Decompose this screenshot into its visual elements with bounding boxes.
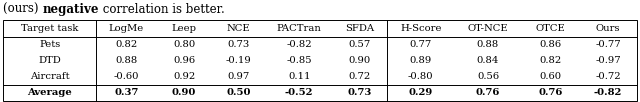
Text: LogMe: LogMe: [109, 24, 144, 33]
Text: -0.97: -0.97: [595, 56, 621, 65]
Text: 0.57: 0.57: [349, 40, 371, 49]
Text: (ours): (ours): [3, 3, 42, 16]
Text: 0.97: 0.97: [227, 72, 250, 81]
Text: 0.60: 0.60: [540, 72, 561, 81]
Text: 0.77: 0.77: [410, 40, 432, 49]
Text: Aircraft: Aircraft: [30, 72, 69, 81]
Text: 0.90: 0.90: [349, 56, 371, 65]
Text: -0.82: -0.82: [286, 40, 312, 49]
Text: -0.82: -0.82: [594, 88, 622, 97]
Text: 0.84: 0.84: [477, 56, 499, 65]
Text: 0.96: 0.96: [173, 56, 195, 65]
Text: 0.80: 0.80: [173, 40, 195, 49]
Text: 0.76: 0.76: [538, 88, 563, 97]
Text: 0.82: 0.82: [540, 56, 561, 65]
Text: OT-NCE: OT-NCE: [468, 24, 508, 33]
Bar: [3, 20, 637, 101]
Text: negative: negative: [42, 3, 99, 16]
Text: Average: Average: [28, 88, 72, 97]
Text: -0.52: -0.52: [285, 88, 314, 97]
Text: 0.92: 0.92: [173, 72, 195, 81]
Text: 0.89: 0.89: [410, 56, 432, 65]
Text: 0.50: 0.50: [226, 88, 251, 97]
Text: PACTran: PACTran: [276, 24, 322, 33]
Text: -0.72: -0.72: [595, 72, 621, 81]
Text: 0.73: 0.73: [348, 88, 372, 97]
Text: 0.90: 0.90: [172, 88, 196, 97]
Text: DTD: DTD: [38, 56, 61, 65]
Text: -0.80: -0.80: [408, 72, 434, 81]
Text: Leep: Leep: [172, 24, 196, 33]
Text: Ours: Ours: [596, 24, 620, 33]
Text: 0.86: 0.86: [540, 40, 561, 49]
Text: 0.82: 0.82: [115, 40, 138, 49]
Text: correlation is better.: correlation is better.: [99, 3, 225, 16]
Text: -0.85: -0.85: [286, 56, 312, 65]
Text: 0.76: 0.76: [476, 88, 500, 97]
Text: 0.88: 0.88: [477, 40, 499, 49]
Text: -0.77: -0.77: [595, 40, 621, 49]
Text: -0.19: -0.19: [225, 56, 252, 65]
Text: 0.56: 0.56: [477, 72, 499, 81]
Text: 0.88: 0.88: [115, 56, 138, 65]
Text: 0.73: 0.73: [227, 40, 250, 49]
Text: SFDA: SFDA: [346, 24, 374, 33]
Text: -0.60: -0.60: [114, 72, 139, 81]
Text: 0.11: 0.11: [288, 72, 310, 81]
Text: H-Score: H-Score: [400, 24, 442, 33]
Text: 0.37: 0.37: [114, 88, 139, 97]
Text: OTCE: OTCE: [536, 24, 565, 33]
Text: 0.72: 0.72: [349, 72, 371, 81]
Text: 0.29: 0.29: [409, 88, 433, 97]
Text: Pets: Pets: [39, 40, 60, 49]
Text: Target task: Target task: [21, 24, 78, 33]
Text: NCE: NCE: [227, 24, 250, 33]
